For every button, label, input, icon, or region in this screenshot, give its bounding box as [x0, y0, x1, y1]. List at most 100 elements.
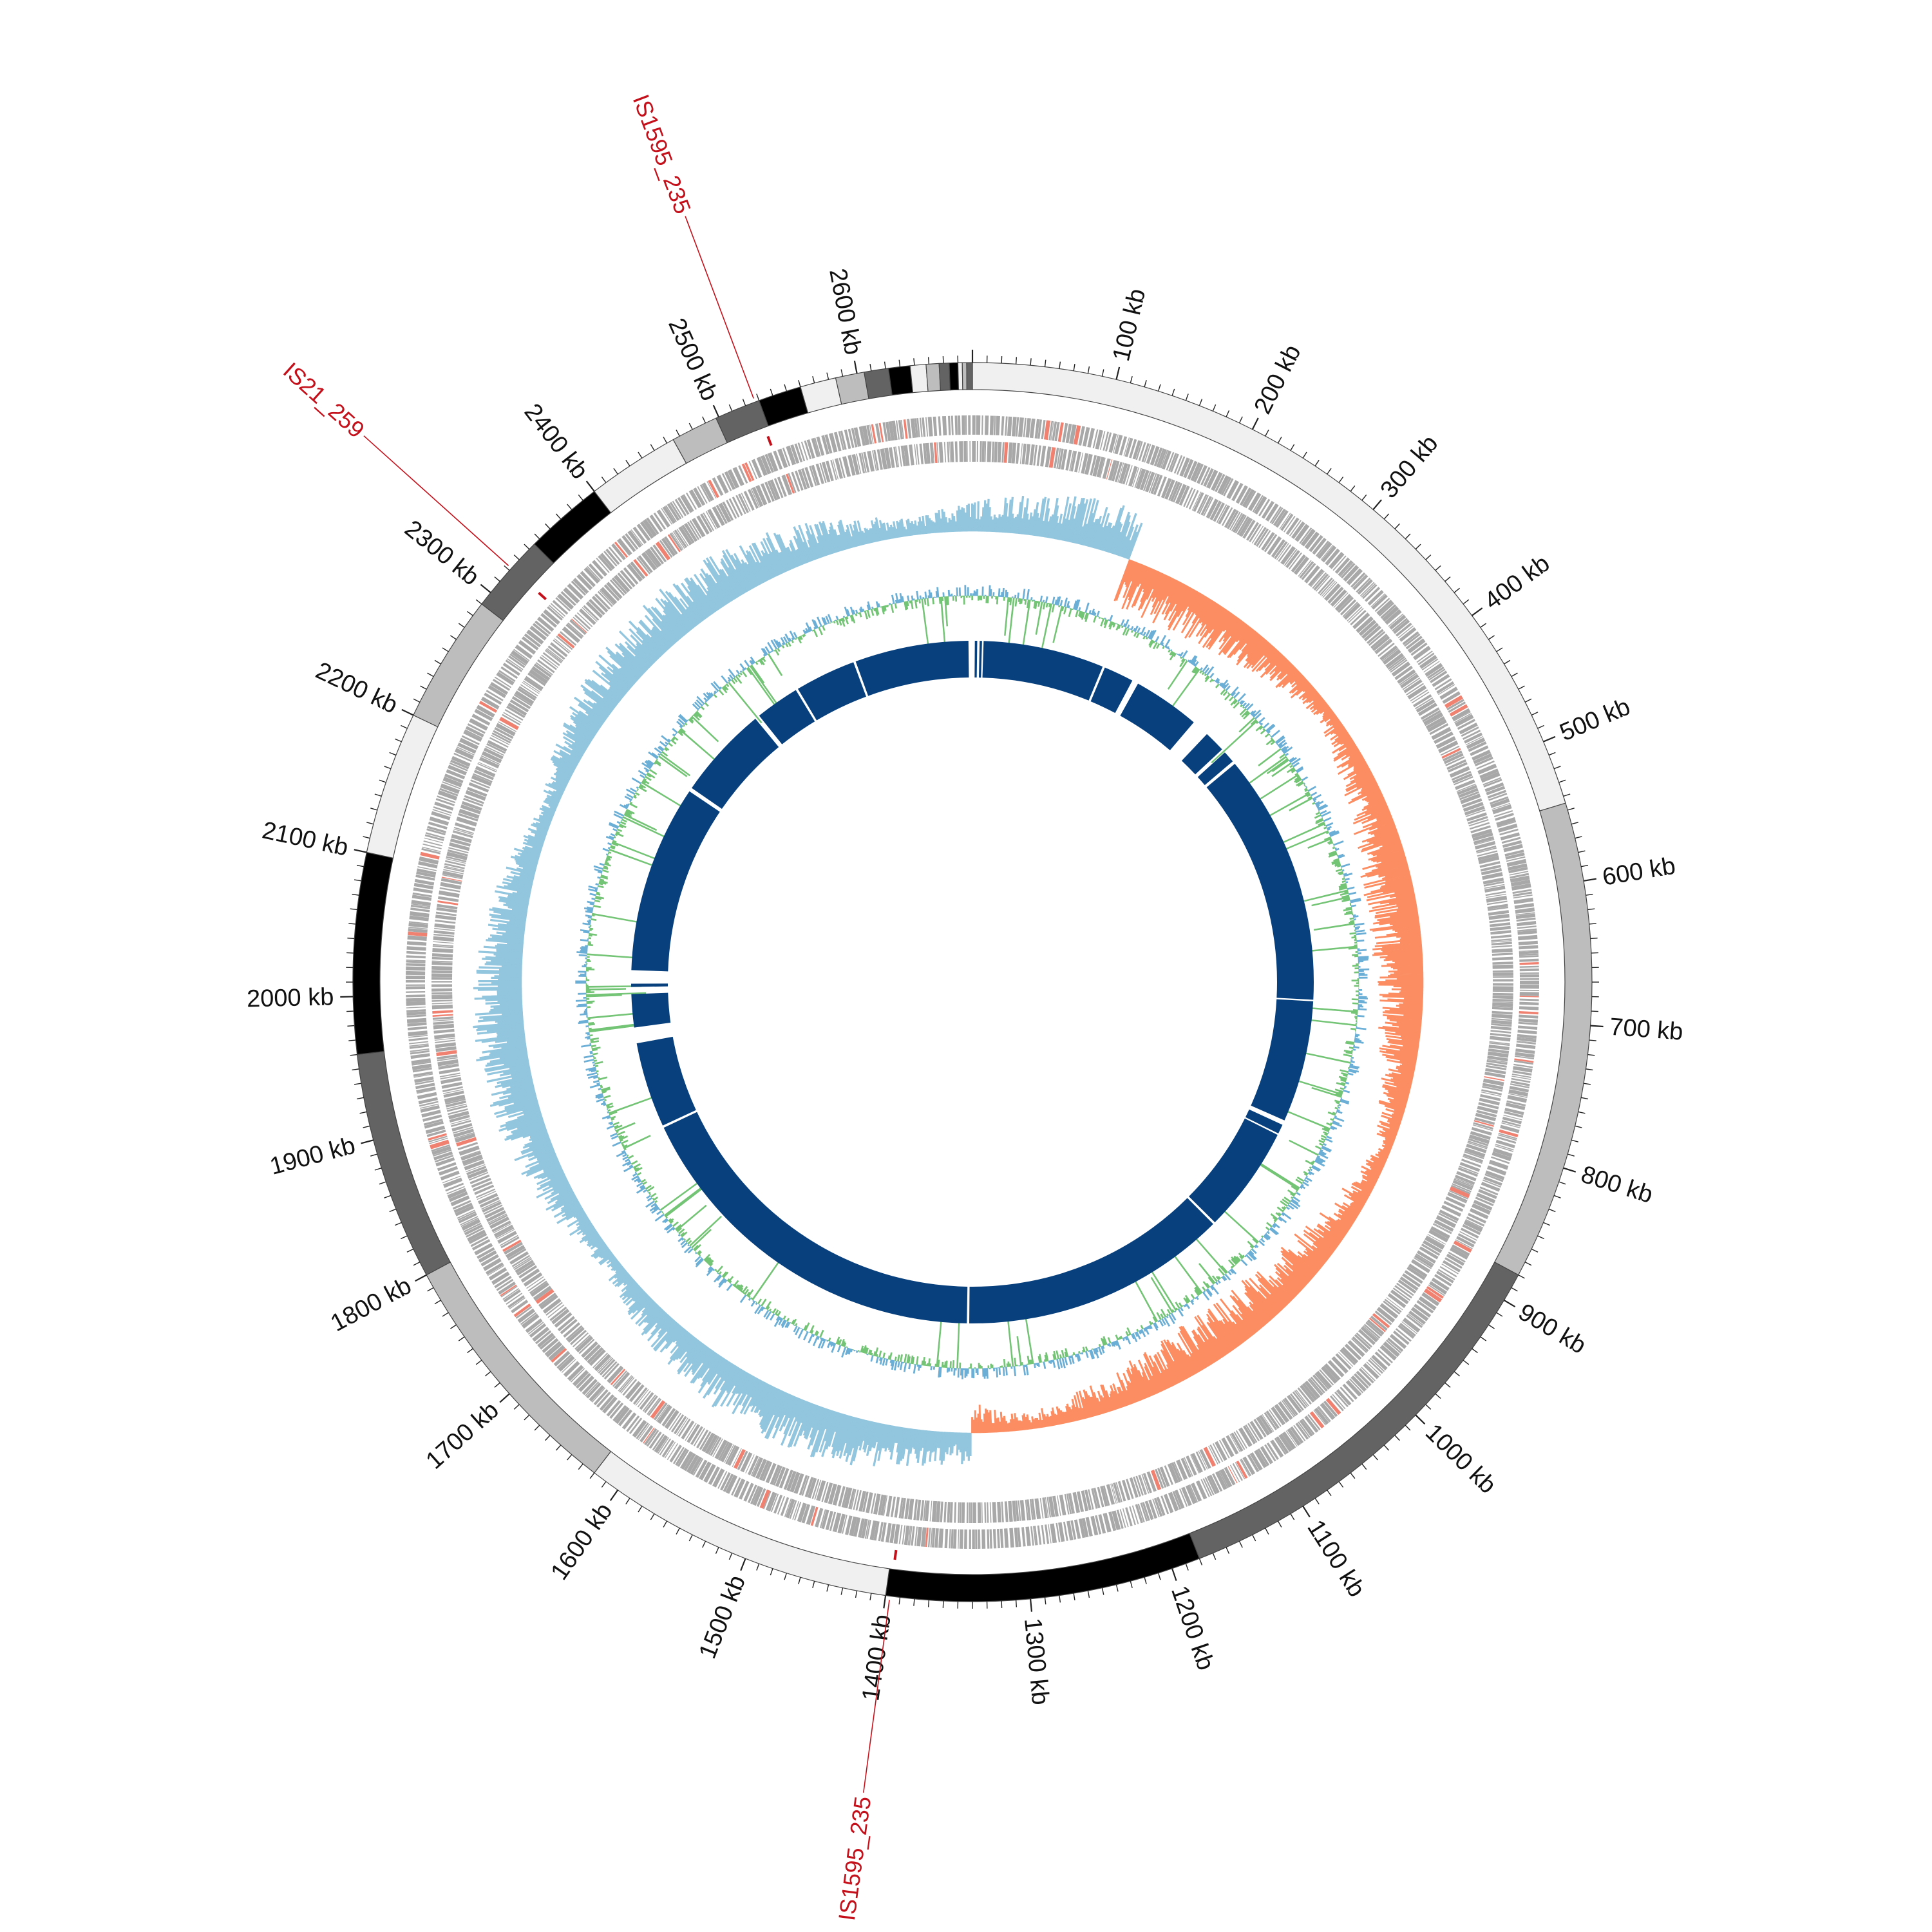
- gene-feature: [434, 1037, 455, 1041]
- ruler-minor-tick: [1327, 468, 1332, 475]
- gene-feature: [866, 424, 873, 445]
- gene-feature: [1081, 453, 1089, 474]
- gene-feature: [491, 735, 510, 745]
- gene-feature: [1242, 519, 1256, 539]
- gene-feature: [417, 1092, 437, 1099]
- gene-feature: [1477, 763, 1497, 775]
- gene-feature: [855, 1490, 862, 1511]
- gene-feature: [609, 1402, 624, 1419]
- gene-feature: [511, 1255, 531, 1267]
- gene-feature: [1361, 1367, 1376, 1381]
- gene-feature: [1001, 416, 1005, 436]
- gene-feature: [406, 960, 426, 963]
- gene-feature: [596, 558, 610, 573]
- gene-feature: [1285, 550, 1300, 569]
- gene-feature: [1301, 563, 1316, 580]
- gene-feature: [1332, 555, 1347, 571]
- gene-feature: [1434, 731, 1454, 744]
- gene-feature: [686, 1454, 699, 1473]
- gene-feature: [1483, 779, 1502, 788]
- gene-feature: [972, 1529, 975, 1549]
- gene-feature: [920, 1500, 925, 1521]
- gene-feature: [1431, 726, 1452, 741]
- gene-feature: [443, 866, 464, 873]
- gene-feature: [1461, 1159, 1482, 1168]
- gene-feature: [492, 678, 511, 691]
- gene-feature: [1124, 437, 1133, 457]
- ruler-minor-tick: [1087, 366, 1090, 374]
- gene-feature: [856, 453, 862, 474]
- gene-feature: [1492, 1014, 1513, 1019]
- ruler-minor-tick: [524, 544, 530, 550]
- ruler-major-tick: [1029, 1598, 1033, 1612]
- gene-feature: [451, 1122, 473, 1132]
- gene-feature: [850, 1489, 857, 1510]
- ruler-label: 2500 kb: [663, 314, 723, 405]
- gene-feature: [408, 1030, 428, 1037]
- ruler-minor-tick: [1589, 923, 1596, 925]
- gene-feature: [1519, 961, 1539, 965]
- contig-segment: [352, 851, 394, 1056]
- gene-feature: [1483, 1176, 1502, 1186]
- gene-feature: [1382, 649, 1401, 665]
- gene-feature: [460, 1151, 482, 1161]
- gene-feature: [633, 559, 649, 577]
- gene-feature: [1283, 549, 1298, 566]
- gene-feature: [1025, 1526, 1031, 1546]
- gene-feature: [811, 438, 820, 458]
- gene-feature: [1465, 809, 1486, 817]
- gene-feature: [1279, 513, 1291, 529]
- gene-feature: [689, 520, 702, 539]
- gene-feature: [1103, 1485, 1110, 1506]
- gene-feature: [670, 1414, 685, 1433]
- gene-feature: [442, 1088, 464, 1094]
- gene-feature: [1342, 601, 1358, 618]
- ruler-major-tick: [1503, 1300, 1516, 1308]
- gene-feature: [439, 890, 460, 898]
- gene-feature: [1065, 450, 1072, 471]
- ruler-minor-tick: [1185, 393, 1189, 401]
- gene-feature: [594, 1354, 611, 1372]
- gene-feature: [1370, 633, 1388, 649]
- gene-feature: [1264, 534, 1278, 553]
- gene-feature: [667, 1443, 679, 1461]
- gene-feature: [1420, 707, 1440, 720]
- gene-feature: [411, 903, 431, 907]
- ruler-minor-tick: [1030, 358, 1032, 366]
- gene-feature: [591, 1387, 606, 1403]
- contig-band-track: [352, 362, 1593, 1602]
- gene-feature: [1357, 579, 1373, 595]
- gene-feature: [629, 1384, 645, 1403]
- gene-feature: [456, 1137, 477, 1147]
- gene-feature: [446, 1105, 468, 1112]
- gene-feature: [786, 473, 795, 494]
- gene-feature: [767, 452, 779, 472]
- gene-feature: [1407, 1313, 1424, 1326]
- gene-feature: [961, 1502, 965, 1523]
- gene-feature: [851, 428, 858, 448]
- gene-feature: [675, 1448, 688, 1466]
- gene-feature: [411, 1058, 431, 1065]
- gene-feature: [1493, 810, 1513, 818]
- gene-feature: [1466, 1216, 1485, 1227]
- gene-feature: [1488, 1051, 1509, 1058]
- ruler-minor-tick: [1265, 430, 1269, 437]
- gene-feature: [869, 1520, 877, 1540]
- gene-feature: [486, 1210, 506, 1222]
- gene-feature: [1352, 612, 1370, 629]
- gene-feature: [531, 666, 551, 681]
- gene-feature: [1135, 1504, 1144, 1524]
- gene-feature: [1325, 1397, 1341, 1416]
- gene-feature: [919, 417, 923, 437]
- gene-feature: [1173, 482, 1182, 503]
- ruler-minor-tick: [384, 766, 392, 770]
- gene-feature: [1018, 1500, 1021, 1521]
- gene-feature: [1349, 1378, 1364, 1394]
- gene-feature: [493, 1223, 512, 1234]
- gene-feature: [732, 1448, 742, 1467]
- gene-feature: [1508, 1093, 1528, 1098]
- gene-feature: [406, 1018, 427, 1024]
- gene-feature: [410, 911, 430, 918]
- gc-skew-bar: [971, 559, 1424, 1434]
- gene-feature: [987, 1502, 989, 1523]
